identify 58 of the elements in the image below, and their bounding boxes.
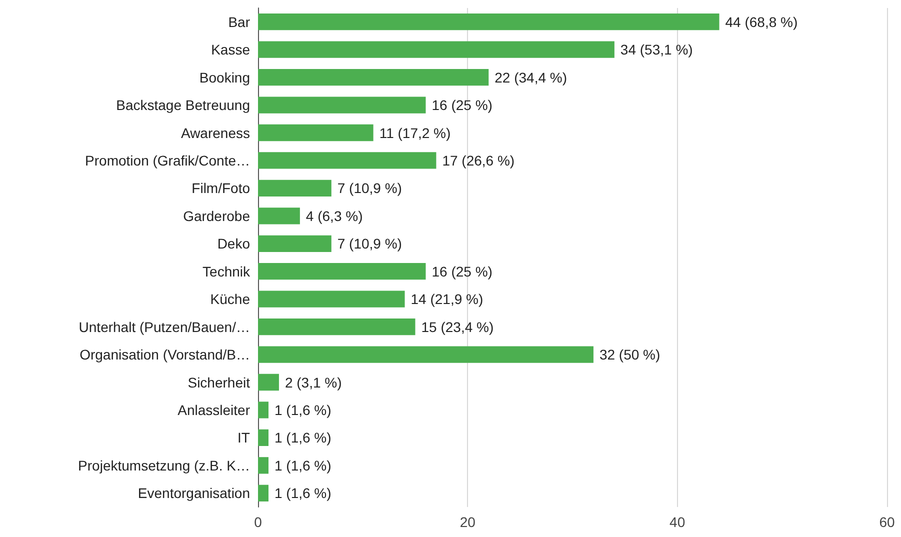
- y-tick-label: Sicherheit: [188, 374, 250, 390]
- bar: [258, 402, 268, 418]
- x-tick-label: 40: [670, 514, 686, 530]
- data-label: 1 (1,6 %): [274, 457, 332, 474]
- data-label: 2 (3,1 %): [284, 374, 342, 390]
- bar: [258, 68, 489, 86]
- data-label: 1 (1,6 %): [274, 402, 332, 418]
- y-tick-label: Promotion (Grafik/Conte…: [85, 152, 250, 168]
- bar: [258, 96, 426, 114]
- y-tick-label: Backstage Betreuung: [116, 97, 250, 114]
- y-tick-label: Küche: [210, 291, 250, 308]
- y-tick-label: Awareness: [180, 124, 250, 141]
- data-label: 34 (53,1 %): [620, 42, 693, 58]
- bar: [258, 457, 268, 474]
- y-tick-label: Unterhalt (Putzen/Bauen/…: [78, 318, 250, 335]
- data-label: 7 (10,9 %): [337, 236, 402, 252]
- bar: [258, 290, 405, 308]
- y-tick-label: Film/Foto: [192, 180, 250, 196]
- y-tick-label: Projektumsetzung (z.B. K…: [78, 457, 250, 474]
- data-label: 11 (17,2 %): [379, 124, 451, 141]
- data-label: 7 (10,9 %): [337, 180, 402, 196]
- data-label: 15 (23,4 %): [421, 318, 494, 335]
- x-tick-label: 0: [254, 514, 262, 530]
- data-label: 1 (1,6 %): [274, 485, 332, 502]
- bar: [258, 180, 332, 197]
- y-tick-label: Technik: [202, 263, 251, 280]
- bar: [258, 346, 594, 363]
- y-tick-label: Bar: [228, 14, 250, 30]
- bar: [258, 484, 268, 502]
- data-label: 4 (6,3 %): [306, 208, 363, 224]
- bar: [258, 263, 426, 280]
- data-label: 17 (26,6 %): [442, 152, 515, 168]
- data-label: 16 (25 %): [432, 97, 492, 114]
- bar: [258, 374, 279, 391]
- bar: [258, 429, 268, 446]
- y-tick-label: Anlassleiter: [178, 402, 250, 418]
- data-label: 44 (68,8 %): [725, 14, 798, 30]
- bar: [258, 14, 720, 30]
- y-tick-label: Eventorganisation: [138, 485, 250, 502]
- x-tick-label: 20: [460, 514, 476, 530]
- data-label: 16 (25 %): [432, 263, 492, 280]
- data-label: 1 (1,6 %): [274, 430, 332, 446]
- y-tick-label: Deko: [217, 236, 250, 252]
- data-label: 14 (21,9 %): [410, 291, 484, 308]
- y-tick-label: Organisation (Vorstand/B…: [80, 346, 250, 363]
- x-tick-label: 60: [879, 514, 895, 530]
- y-tick-label: Garderobe: [183, 208, 250, 224]
- bar: [258, 318, 416, 336]
- bar: [258, 235, 332, 252]
- data-label: 22 (34,4 %): [494, 69, 568, 86]
- data-label: 32 (50 %): [599, 346, 660, 363]
- y-tick-label: Booking: [199, 69, 250, 86]
- bar: [258, 41, 614, 58]
- bar: [258, 208, 300, 224]
- y-tick-label: IT: [238, 430, 250, 446]
- y-tick-label: Kasse: [211, 42, 250, 58]
- bar: [258, 152, 436, 169]
- bar: [258, 124, 374, 142]
